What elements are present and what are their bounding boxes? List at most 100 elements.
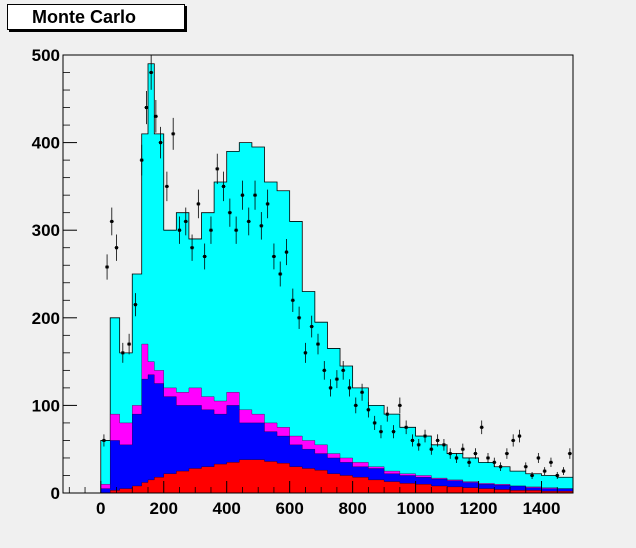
data-point <box>523 462 528 472</box>
data-point <box>144 91 149 125</box>
data-point <box>492 457 497 468</box>
data-point <box>467 457 472 468</box>
data-point <box>328 379 333 397</box>
data-point <box>227 198 232 227</box>
data-points <box>101 55 572 480</box>
data-point <box>378 425 383 439</box>
data-point <box>265 189 270 219</box>
y-tick-label: 500 <box>32 46 60 65</box>
y-tick-label: 0 <box>51 484 60 503</box>
data-point <box>303 342 308 363</box>
data-point <box>246 207 251 236</box>
data-point <box>561 467 566 476</box>
data-point <box>435 434 440 447</box>
data-point <box>171 117 176 150</box>
x-tick-label: 600 <box>275 499 303 518</box>
data-point <box>397 397 402 414</box>
x-tick-label: 800 <box>338 499 366 518</box>
data-point <box>536 452 541 463</box>
data-point <box>567 448 572 459</box>
data-point <box>109 207 114 236</box>
data-point <box>334 370 339 389</box>
data-point <box>290 288 295 312</box>
data-point <box>360 383 365 401</box>
data-point <box>423 429 428 443</box>
y-tick-label: 400 <box>32 134 60 153</box>
data-point <box>391 425 396 439</box>
data-point <box>153 99 158 133</box>
data-point <box>366 402 371 418</box>
data-point <box>454 452 459 463</box>
data-point <box>234 216 239 244</box>
data-point <box>542 467 547 476</box>
data-point <box>404 420 409 435</box>
data-point <box>385 406 390 422</box>
data-point <box>221 171 226 202</box>
data-point <box>486 452 490 463</box>
data-point <box>208 216 213 244</box>
data-point <box>473 448 478 459</box>
data-point <box>316 333 320 355</box>
y-axis: 0 100 200 300 400 500 <box>32 46 77 503</box>
data-point <box>511 434 516 447</box>
data-point <box>347 379 352 397</box>
x-tick-label: 1200 <box>460 499 498 518</box>
data-point <box>196 189 201 219</box>
data-point <box>105 254 110 280</box>
data-point <box>278 261 283 287</box>
data-point <box>555 471 560 480</box>
data-point <box>215 153 220 185</box>
data-point <box>530 471 535 480</box>
data-point <box>548 457 553 468</box>
data-point <box>322 361 327 380</box>
x-tick-label: 0 <box>96 499 105 518</box>
data-point <box>284 239 289 266</box>
data-point <box>133 293 138 317</box>
data-point <box>441 438 446 451</box>
data-point <box>341 361 346 380</box>
series-area-3 <box>100 459 574 494</box>
data-point <box>372 415 377 430</box>
data-point <box>190 234 195 261</box>
data-point <box>416 438 421 451</box>
data-point <box>504 448 509 459</box>
data-point <box>177 216 182 244</box>
data-point <box>120 342 125 363</box>
data-point <box>259 212 264 240</box>
data-point <box>460 443 465 455</box>
stacked-histograms <box>100 63 574 494</box>
canvas-title: Monte Carlo <box>7 4 185 30</box>
data-point <box>517 429 522 443</box>
x-tick-label: 400 <box>213 499 241 518</box>
data-point <box>183 207 188 236</box>
data-point <box>139 144 144 176</box>
data-point <box>158 126 163 159</box>
data-point <box>149 55 154 90</box>
x-tick-label: 200 <box>150 499 178 518</box>
data-point <box>297 306 302 329</box>
data-point <box>410 434 415 447</box>
x-tick-label: 1000 <box>397 499 435 518</box>
data-point <box>309 315 314 338</box>
data-point <box>271 243 276 270</box>
y-tick-label: 200 <box>32 309 60 328</box>
data-point <box>114 234 119 261</box>
series-area-2 <box>100 374 574 494</box>
data-point <box>253 180 258 210</box>
data-point <box>429 443 434 455</box>
data-point <box>127 333 132 355</box>
data-point <box>101 434 106 447</box>
data-point <box>353 397 358 414</box>
x-axis: 0 200 400 600 800 1000 1200 1400 <box>68 481 574 518</box>
data-point <box>448 448 453 459</box>
data-point <box>164 171 169 202</box>
y-tick-label: 100 <box>32 396 60 415</box>
data-point <box>202 243 207 270</box>
y-tick-label: 300 <box>32 221 60 240</box>
data-point <box>240 180 245 210</box>
plot-frame <box>62 54 574 494</box>
x-tick-label: 1400 <box>523 499 561 518</box>
data-point <box>479 420 484 435</box>
data-point <box>498 462 503 472</box>
